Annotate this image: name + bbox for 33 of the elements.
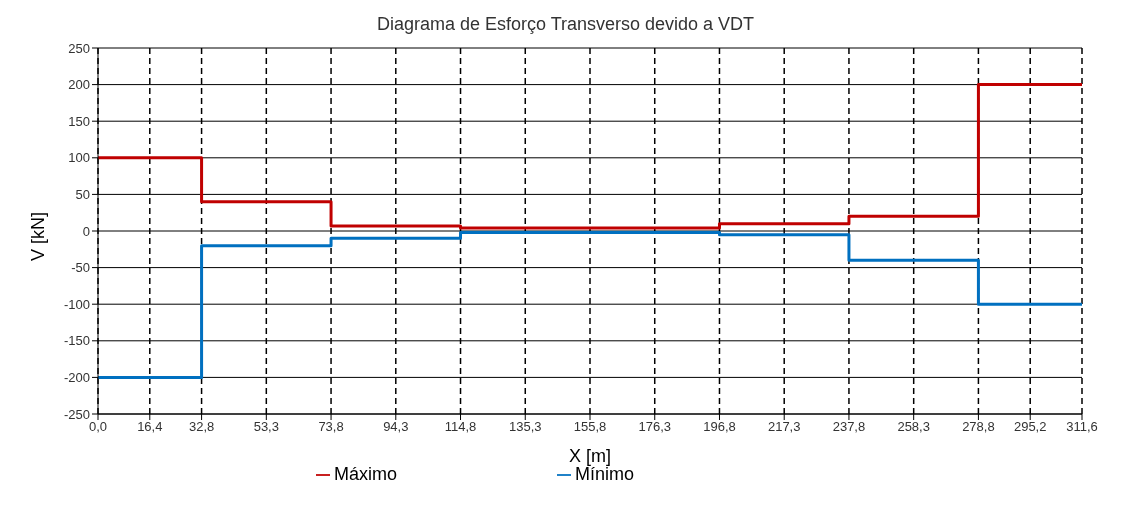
- x-tick-label: 135,3: [508, 419, 542, 435]
- y-tick-label: 0: [82, 223, 90, 239]
- legend-label: Máximo: [333, 464, 397, 484]
- x-tick-label: 0,0: [88, 419, 108, 435]
- y-tick-label: 100: [68, 150, 90, 166]
- chart-title: Diagrama de Esforço Transverso devido a VDT: [375, 14, 756, 36]
- y-tick-label: -50: [71, 260, 90, 276]
- y-tick-label: -100: [63, 296, 90, 312]
- y-tick-label: 150: [68, 113, 90, 129]
- y-tick-label: -250: [63, 406, 90, 422]
- x-tick-label: 196,8: [703, 419, 736, 435]
- x-tick-label: 258,3: [897, 419, 930, 435]
- x-axis-title: X [m]: [568, 446, 612, 466]
- x-tick-label: 16,4: [137, 419, 163, 435]
- x-tick-label: 176,3: [638, 419, 672, 435]
- x-tick-label: 32,8: [188, 419, 215, 435]
- x-tick-label: 217,3: [767, 419, 801, 435]
- x-tick-label: 311,6: [1066, 419, 1098, 435]
- x-tick-label: 114,8: [444, 419, 477, 435]
- x-tick-label: 53,3: [253, 419, 279, 435]
- y-tick-label: 50: [75, 187, 90, 203]
- x-tick-label: 94,3: [383, 419, 409, 435]
- x-tick-label: 155,8: [573, 419, 607, 435]
- legend-label: Mínimo: [575, 464, 635, 484]
- y-tick-label: 250: [68, 40, 90, 56]
- y-tick-label: -200: [63, 370, 90, 386]
- y-tick-label: -150: [63, 333, 90, 349]
- y-axis-title: V [kN]: [28, 211, 49, 261]
- x-tick-label: 237,8: [832, 419, 866, 435]
- y-tick-label: 200: [68, 77, 90, 93]
- x-tick-label: 73,8: [318, 419, 344, 435]
- x-tick-label: 295,2: [1013, 419, 1047, 435]
- x-tick-label: 278,8: [962, 419, 995, 435]
